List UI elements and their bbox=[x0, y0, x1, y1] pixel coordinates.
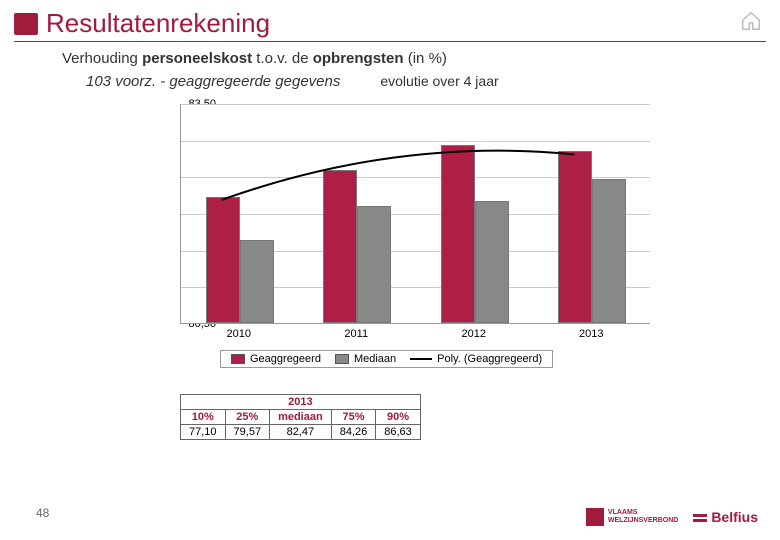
belfius-text: Belfius bbox=[711, 509, 758, 525]
swatch-red bbox=[231, 354, 245, 364]
subtitle-post: (in %) bbox=[404, 50, 447, 67]
legend: Geaggregeerd Mediaan Poly. (Geaggregeerd… bbox=[220, 350, 553, 368]
page-title: Resultatenrekening bbox=[46, 8, 270, 39]
legend-label: Poly. (Geaggregeerd) bbox=[437, 353, 542, 365]
stats-col-header: 75% bbox=[331, 410, 376, 425]
bar-geaggregeerd bbox=[323, 170, 357, 323]
home-icon[interactable] bbox=[740, 10, 762, 32]
bar-mediaan bbox=[240, 240, 274, 323]
subtitle: Verhouding personeelskost t.o.v. de opbr… bbox=[0, 50, 780, 67]
bar-mediaan bbox=[357, 206, 391, 323]
caption-italic: 103 voorz. - geaggregeerde gegevens bbox=[86, 73, 340, 90]
belfius-logo: Belfius bbox=[692, 509, 758, 525]
stats-value: 86,63 bbox=[376, 425, 421, 440]
stats-col-header: mediaan bbox=[270, 410, 332, 425]
legend-item-trend: Poly. (Geaggregeerd) bbox=[410, 353, 542, 365]
footer-logos: VLAAMS WELZIJNSVERBOND Belfius bbox=[586, 508, 758, 526]
swatch-gray bbox=[335, 354, 349, 364]
belfius-icon bbox=[692, 509, 708, 525]
bar-geaggregeerd bbox=[206, 197, 240, 323]
vlaams-text: VLAAMS WELZIJNSVERBOND bbox=[608, 509, 678, 525]
x-tick-label: 2012 bbox=[462, 328, 486, 340]
title-underline bbox=[14, 41, 766, 42]
stats-year: 2013 bbox=[181, 395, 421, 410]
vlaams-line1: VLAAMS bbox=[608, 509, 678, 517]
x-tick-label: 2010 bbox=[227, 328, 251, 340]
stats-col-header: 90% bbox=[376, 410, 421, 425]
vlaams-square-icon bbox=[586, 508, 604, 526]
grid-line bbox=[181, 104, 650, 105]
page-number: 48 bbox=[36, 506, 49, 520]
legend-label: Mediaan bbox=[354, 353, 396, 365]
vlaams-line2: WELZIJNSVERBOND bbox=[608, 517, 678, 525]
subtitle-mid: t.o.v. de bbox=[252, 50, 313, 67]
subtitle-bold1: personeelskost bbox=[142, 50, 252, 67]
stats-col-header: 10% bbox=[181, 410, 226, 425]
legend-label: Geaggregeerd bbox=[250, 353, 321, 365]
x-tick-label: 2011 bbox=[344, 328, 368, 340]
vlaams-logo: VLAAMS WELZIJNSVERBOND bbox=[586, 508, 678, 526]
plot-area bbox=[180, 104, 650, 324]
legend-item-mediaan: Mediaan bbox=[335, 353, 396, 365]
stats-value: 79,57 bbox=[225, 425, 270, 440]
stats-col-header: 25% bbox=[225, 410, 270, 425]
stats-value: 82,47 bbox=[270, 425, 332, 440]
bar-mediaan bbox=[475, 201, 509, 323]
chart: 80,5081,0081,5082,0082,5083,0083,5020108… bbox=[130, 96, 690, 376]
x-tick-label: 2013 bbox=[579, 328, 603, 340]
stats-value: 84,26 bbox=[331, 425, 376, 440]
caption-right: evolutie over 4 jaar bbox=[380, 73, 498, 89]
grid-line bbox=[181, 141, 650, 142]
stats-table: 2013 10%25%mediaan75%90% 77,1079,5782,47… bbox=[180, 394, 421, 440]
legend-item-geaggregeerd: Geaggregeerd bbox=[231, 353, 321, 365]
stats-value: 77,10 bbox=[181, 425, 226, 440]
bar-mediaan bbox=[592, 179, 626, 323]
swatch-line bbox=[410, 358, 432, 360]
subtitle-pre: Verhouding bbox=[62, 50, 142, 67]
title-bullet bbox=[14, 13, 38, 35]
subtitle-bold2: opbrengsten bbox=[313, 50, 404, 67]
bar-geaggregeerd bbox=[558, 151, 592, 323]
bar-geaggregeerd bbox=[441, 145, 475, 323]
